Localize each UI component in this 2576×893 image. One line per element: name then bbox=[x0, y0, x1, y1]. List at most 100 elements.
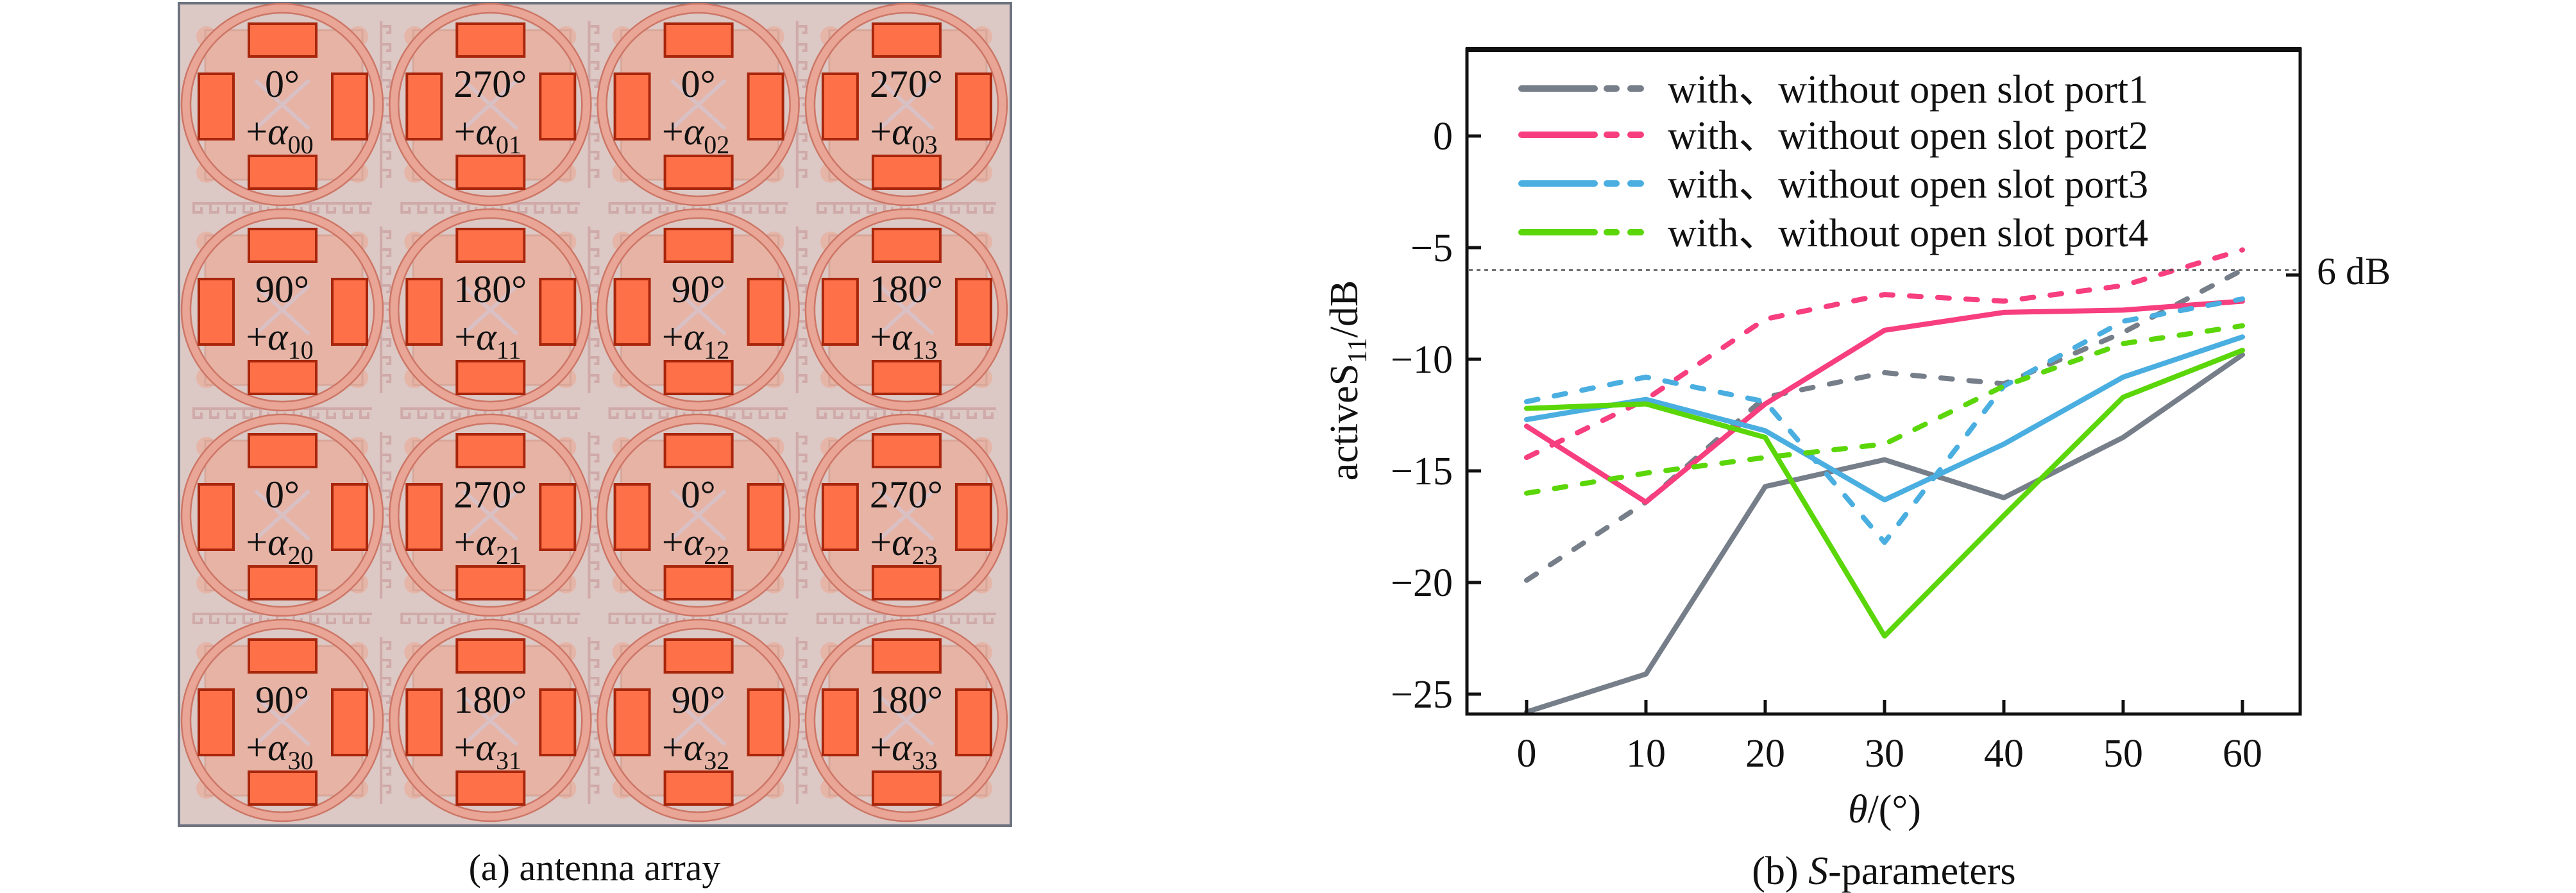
patch-top bbox=[248, 433, 318, 468]
phase-offset-label: +α01 bbox=[454, 110, 521, 159]
patch-top bbox=[663, 228, 734, 263]
patch-right bbox=[539, 483, 577, 551]
patch-bottom bbox=[248, 360, 318, 395]
phase-label: 270° bbox=[453, 473, 527, 516]
y-tick-label: −5 bbox=[1411, 226, 1453, 270]
series-layer bbox=[1524, 247, 2245, 715]
phase-offset-label: +α03 bbox=[870, 110, 937, 159]
patch-bottom bbox=[455, 155, 526, 190]
y-tick-label: −25 bbox=[1391, 673, 1453, 717]
patch-right bbox=[539, 688, 577, 756]
parasitic-ring bbox=[597, 209, 799, 411]
phase-offset-label: +α21 bbox=[454, 521, 521, 570]
phase-offset-label: +α13 bbox=[870, 316, 937, 364]
legend-item-port3: with、without open slot port3 bbox=[1518, 163, 2148, 207]
patch-top bbox=[663, 22, 734, 58]
panel-a-caption: (a) antenna array bbox=[469, 847, 721, 889]
patch-top bbox=[871, 22, 942, 58]
antenna-element-01: 270° +α01 bbox=[389, 3, 592, 207]
feed-line bbox=[670, 284, 727, 336]
patch-left bbox=[613, 688, 651, 756]
x-tick-label: 40 bbox=[1984, 732, 2024, 776]
s-parameters-chart: 6 dB 0 −5 −10 −15 −20 −25 0 10 20 30 40 50 60 activ… bbox=[1323, 47, 2391, 893]
patch-bottom bbox=[663, 155, 734, 190]
feed-line bbox=[670, 489, 727, 541]
patch-left bbox=[613, 72, 651, 140]
phase-offset-label: +α10 bbox=[246, 316, 313, 364]
patch-bottom bbox=[871, 155, 942, 190]
patch-left bbox=[821, 278, 859, 346]
legend-label: with、without open slot port3 bbox=[1668, 163, 2148, 207]
legend-label: with、without open slot port2 bbox=[1668, 114, 2148, 158]
series-line-port3-with bbox=[1524, 334, 2245, 503]
parasitic-ring bbox=[597, 620, 799, 821]
phase-offset-label: +α22 bbox=[662, 521, 729, 570]
antenna-cells: 0° +α00 270° +α01 0° +α02 270° +α03 90° +α10 180° +… bbox=[180, 3, 1008, 822]
parasitic-ring bbox=[805, 209, 1007, 411]
patch-right bbox=[747, 278, 784, 346]
feed-line bbox=[253, 489, 311, 541]
x-tick-label: 60 bbox=[2223, 732, 2262, 776]
parasitic-ring bbox=[805, 4, 1007, 205]
legend-label: with、without open slot port1 bbox=[1668, 68, 2148, 112]
feed-line bbox=[462, 694, 519, 747]
phase-label: 270° bbox=[453, 63, 527, 105]
feed-line bbox=[253, 78, 311, 131]
parasitic-ring bbox=[805, 414, 1007, 616]
x-axis-ticks: 0 10 20 30 40 50 60 bbox=[1517, 700, 2262, 776]
patch-bottom bbox=[248, 155, 318, 190]
feed-line bbox=[877, 694, 935, 747]
reference-line-label: 6 dB bbox=[2317, 250, 2391, 293]
antenna-element-32: 90° +α32 bbox=[597, 618, 800, 822]
antenna-element-23: 270° +α23 bbox=[804, 413, 1008, 617]
patch-bottom bbox=[455, 360, 526, 395]
patch-right bbox=[539, 72, 577, 140]
series-line-port1-with bbox=[1524, 352, 2245, 715]
phase-label: 180° bbox=[453, 679, 527, 721]
feed-line bbox=[253, 284, 311, 336]
phase-offset-label: +α12 bbox=[662, 316, 729, 364]
parasitic-ring bbox=[597, 414, 799, 616]
patch-right bbox=[331, 278, 368, 346]
patch-left bbox=[198, 278, 235, 346]
parasitic-ring bbox=[182, 209, 383, 411]
phase-offset-label: +α31 bbox=[454, 726, 521, 775]
patch-bottom bbox=[663, 360, 734, 395]
phase-label: 90° bbox=[672, 268, 725, 310]
y-tick-label: −20 bbox=[1391, 561, 1453, 605]
series-line-port4-without bbox=[1524, 323, 2245, 496]
antenna-element-03: 270° +α03 bbox=[804, 3, 1008, 207]
patch-right bbox=[747, 688, 784, 756]
antenna-element-00: 0° +α00 bbox=[180, 3, 384, 207]
patch-left bbox=[821, 483, 859, 551]
legend-label: with、without open slot port4 bbox=[1668, 212, 2148, 255]
patch-right bbox=[954, 72, 992, 140]
feed-line bbox=[462, 78, 519, 131]
patch-top bbox=[248, 638, 318, 674]
antenna-element-12: 90° +α12 bbox=[597, 208, 800, 412]
patch-bottom bbox=[663, 565, 734, 600]
antenna-element-10: 90° +α10 bbox=[180, 208, 384, 412]
phase-label: 0° bbox=[265, 473, 300, 516]
x-tick-label: 50 bbox=[2103, 732, 2143, 776]
patch-right bbox=[747, 483, 784, 551]
x-tick-label: 30 bbox=[1865, 732, 1904, 776]
antenna-element-11: 180° +α11 bbox=[389, 208, 592, 412]
patch-left bbox=[821, 72, 859, 140]
patch-top bbox=[248, 228, 318, 263]
patch-right bbox=[331, 72, 368, 140]
antenna-element-20: 0° +α20 bbox=[180, 413, 384, 617]
patch-left bbox=[198, 688, 235, 756]
antenna-element-02: 0° +α02 bbox=[597, 3, 800, 207]
patch-right bbox=[331, 483, 368, 551]
y-axis-ticks: 0 −5 −10 −15 −20 −25 bbox=[1391, 115, 2300, 717]
phase-offset-label: +α30 bbox=[246, 726, 313, 775]
patch-bottom bbox=[248, 565, 318, 600]
patch-top bbox=[871, 638, 942, 674]
patch-right bbox=[954, 688, 992, 756]
patch-top bbox=[455, 22, 526, 58]
phase-label: 90° bbox=[255, 268, 309, 310]
patch-right bbox=[331, 688, 368, 756]
x-tick-label: 0 bbox=[1517, 732, 1537, 776]
